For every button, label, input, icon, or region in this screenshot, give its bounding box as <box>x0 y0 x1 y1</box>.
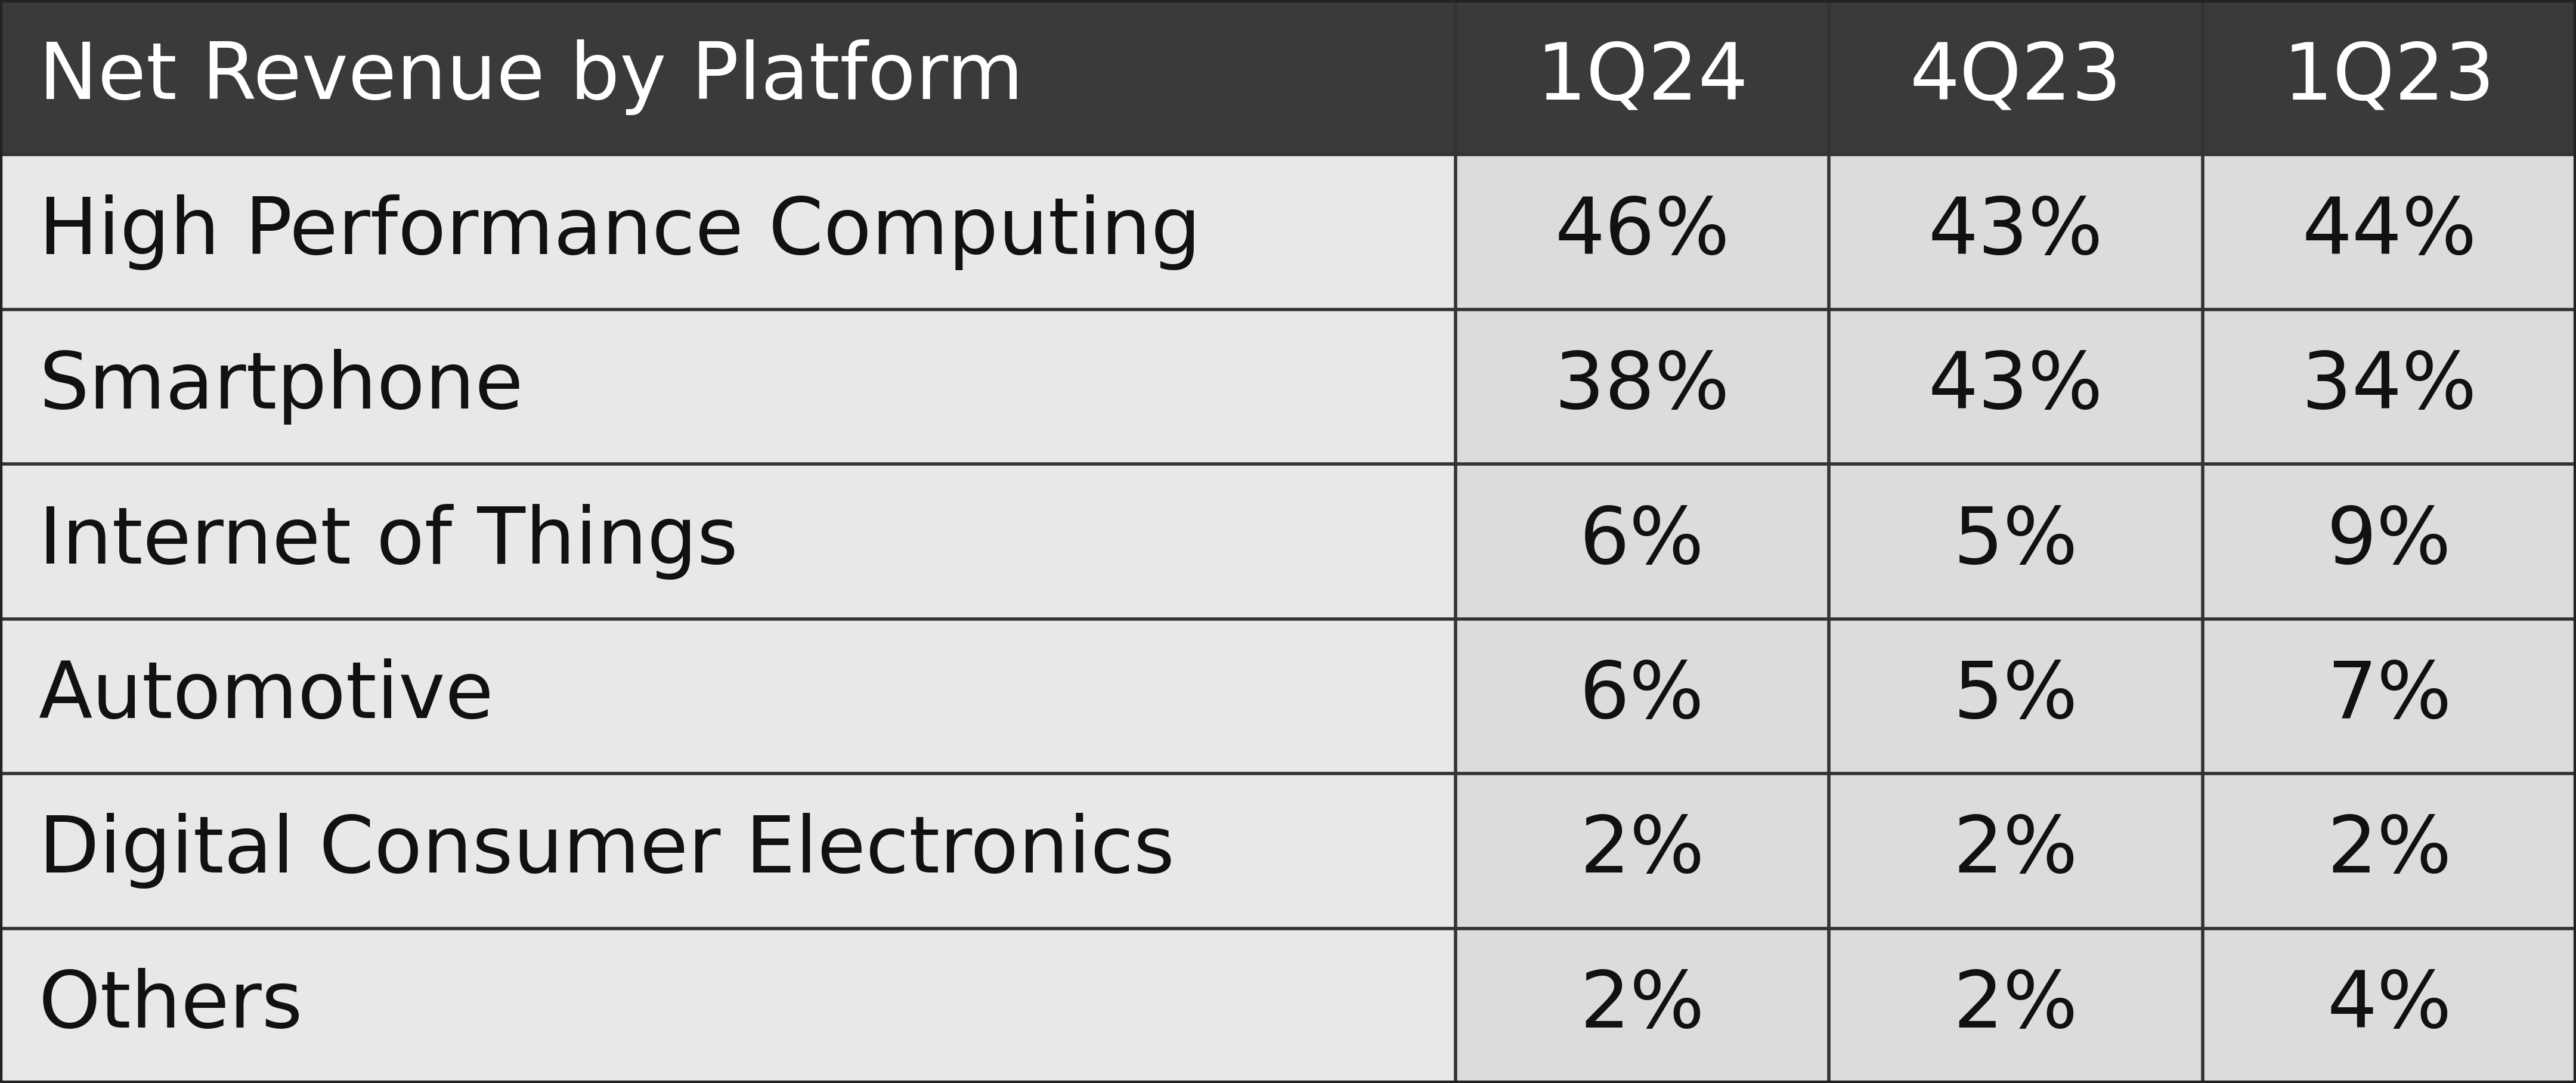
Bar <box>0 773 1455 928</box>
Text: 2%: 2% <box>1953 968 2079 1044</box>
Bar <box>0 618 1455 773</box>
Bar <box>1455 155 2576 310</box>
Text: 43%: 43% <box>1929 194 2102 270</box>
Bar <box>1455 618 2576 773</box>
Text: 6%: 6% <box>1579 504 1705 579</box>
Text: 2%: 2% <box>1579 813 1705 889</box>
Text: 1Q23: 1Q23 <box>2282 39 2496 115</box>
Text: 1Q24: 1Q24 <box>1535 39 1749 115</box>
Text: 44%: 44% <box>2303 194 2476 270</box>
Bar <box>0 928 1455 1083</box>
Text: High Performance Computing: High Performance Computing <box>39 194 1200 270</box>
Text: Others: Others <box>39 968 304 1044</box>
Text: 2%: 2% <box>2326 813 2452 889</box>
Text: Internet of Things: Internet of Things <box>39 504 737 579</box>
Text: Digital Consumer Electronics: Digital Consumer Electronics <box>39 813 1175 889</box>
Text: Net Revenue by Platform: Net Revenue by Platform <box>39 39 1023 115</box>
Text: 2%: 2% <box>1953 813 2079 889</box>
Text: 5%: 5% <box>1953 658 2079 734</box>
Bar <box>0 310 1455 465</box>
Bar <box>0 465 1455 618</box>
Text: 6%: 6% <box>1579 658 1705 734</box>
Bar <box>0 155 1455 310</box>
Text: 9%: 9% <box>2326 504 2452 579</box>
Text: Automotive: Automotive <box>39 658 495 734</box>
Bar <box>1455 465 2576 618</box>
Bar <box>0 0 2576 155</box>
Bar <box>1455 310 2576 465</box>
Text: 2%: 2% <box>1579 968 1705 1044</box>
Bar <box>1455 928 2576 1083</box>
Text: 38%: 38% <box>1556 349 1728 425</box>
Text: Smartphone: Smartphone <box>39 349 523 425</box>
Text: 4Q23: 4Q23 <box>1909 39 2123 115</box>
Text: 34%: 34% <box>2303 349 2476 425</box>
Text: 43%: 43% <box>1929 349 2102 425</box>
Text: 46%: 46% <box>1556 194 1728 270</box>
Bar <box>1455 773 2576 928</box>
Text: 4%: 4% <box>2326 968 2452 1044</box>
Text: 5%: 5% <box>1953 504 2079 579</box>
Text: 7%: 7% <box>2326 658 2452 734</box>
